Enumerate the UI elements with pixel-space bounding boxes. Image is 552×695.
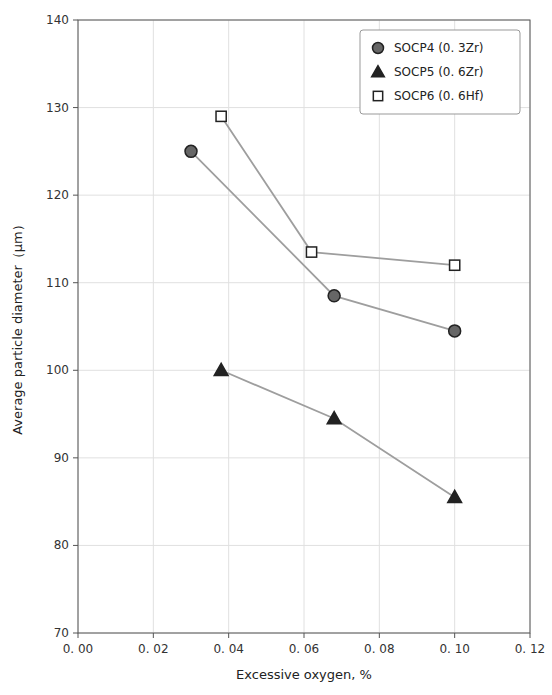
chart: 0. 00 0. 02 0. 04 0. 06 0. 08 0. 10 0. 12 70 80 9… (0, 0, 552, 695)
tick (73, 282, 78, 283)
tick-label: 130 (46, 101, 69, 115)
grid-line (78, 545, 530, 546)
axes: 0. 00 0. 02 0. 04 0. 06 0. 08 0. 10 0. 12 70 80 9… (46, 13, 545, 656)
tick (73, 545, 78, 546)
tick-label: 90 (54, 451, 69, 465)
tick-label: 70 (54, 626, 69, 640)
point (216, 111, 226, 121)
grid-line (304, 20, 305, 633)
point (214, 363, 228, 375)
grid-line (228, 20, 229, 633)
grid-line (78, 457, 530, 458)
tick (379, 633, 380, 638)
tick (73, 370, 78, 371)
tick-label: 80 (54, 538, 69, 552)
tick-label: 0. 12 (515, 642, 546, 656)
point (449, 325, 461, 337)
legend-symbol (373, 91, 382, 100)
point (306, 247, 316, 257)
y-axis-label: Average particle diameter（μm） (10, 218, 25, 435)
point (450, 260, 460, 270)
tick-label: 0. 06 (289, 642, 320, 656)
tick (153, 633, 154, 638)
lines (191, 116, 455, 497)
tick (73, 633, 78, 634)
data (185, 111, 462, 502)
grid-line (153, 20, 154, 633)
tick (73, 107, 78, 108)
grid-line (78, 370, 530, 371)
grid-line (78, 195, 530, 196)
point (448, 490, 462, 502)
tick-label: 100 (46, 363, 69, 377)
grid (78, 20, 530, 633)
tick (73, 195, 78, 196)
tick-label: 120 (46, 188, 69, 202)
tick-label: 0. 08 (364, 642, 395, 656)
tick-label: 140 (46, 13, 69, 27)
tick (304, 633, 305, 638)
legend: SOCP4 (0. 3Zr) SOCP5 (0. 6Zr) SOCP6 (0. 6H… (360, 30, 520, 114)
tick-label: 110 (46, 276, 69, 290)
tick (228, 633, 229, 638)
markers (185, 111, 462, 502)
series-line (221, 116, 455, 265)
legend-label: SOCP6 (0. 6Hf) (394, 89, 484, 103)
legend-label: SOCP5 (0. 6Zr) (394, 65, 484, 79)
x-axis-label: Excessive oxygen, % (236, 667, 372, 682)
point (327, 412, 341, 424)
point (328, 290, 340, 302)
legend-symbol (373, 43, 384, 54)
tick-label: 0. 04 (213, 642, 244, 656)
legend-symbol (372, 66, 385, 77)
tick (78, 633, 79, 638)
series-line (221, 370, 455, 497)
grid-line (78, 282, 530, 283)
plot-frame (78, 20, 530, 633)
legend-label: SOCP4 (0. 3Zr) (394, 41, 484, 55)
tick (530, 633, 531, 638)
tick (73, 20, 78, 21)
plot-bg (78, 20, 530, 633)
tick-label: 0. 00 (63, 642, 94, 656)
tick (73, 457, 78, 458)
series-line (191, 151, 455, 331)
legend-box (360, 30, 520, 114)
tick-label: 0. 10 (439, 642, 470, 656)
tick-label: 0. 02 (138, 642, 169, 656)
point (185, 145, 197, 157)
tick (454, 633, 455, 638)
